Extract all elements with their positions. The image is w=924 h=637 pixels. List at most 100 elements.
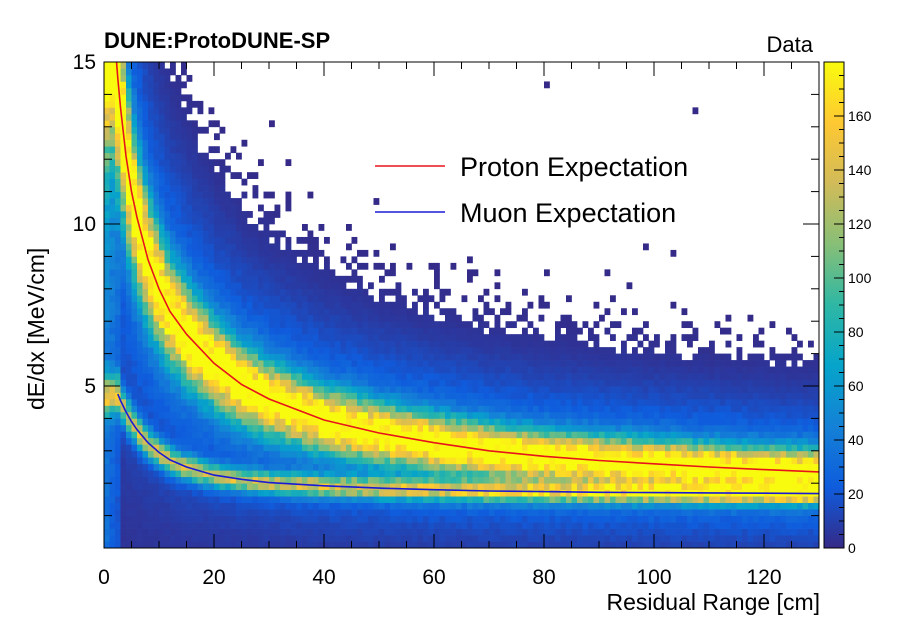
heatmap-cell [571,405,578,413]
heatmap-cell [159,483,165,491]
heatmap-cell [109,463,116,471]
heatmap-cell [131,496,138,503]
heatmap-cell [632,515,638,523]
heatmap-cell [208,535,215,542]
heatmap-cell [219,204,226,212]
heatmap-cell [560,340,567,348]
heatmap-cell [643,509,649,516]
heatmap-cell [533,496,539,503]
heatmap-cell [538,444,545,452]
heatmap-cell [159,191,165,199]
heatmap-cell [467,535,473,542]
heatmap-cell [560,411,567,419]
heatmap-cell [120,224,127,231]
heatmap-cell [170,489,176,497]
heatmap-cell [637,450,644,458]
heatmap-cell [527,347,534,354]
heatmap-cell [197,185,204,192]
heatmap-cell [142,522,149,529]
heatmap-cell [236,334,242,341]
heatmap-cell [181,308,187,316]
heatmap-cell [643,450,649,458]
heatmap-cell [214,172,220,179]
heatmap-cell [346,535,352,542]
heatmap-cell [115,256,121,264]
heatmap-cell [230,457,237,465]
heatmap-cell [115,100,121,108]
heatmap-cell [461,463,468,471]
heatmap-cell [164,185,171,192]
heatmap-cell [131,463,138,471]
heatmap-cell [230,515,237,523]
heatmap-cell [241,334,248,341]
heatmap-cell [208,437,215,445]
heatmap-cell [126,120,132,128]
heatmap-cell [274,275,281,283]
heatmap-cell [302,509,308,516]
heatmap-cell [654,463,660,471]
heatmap-cell [582,431,589,439]
heatmap-cell [219,353,226,361]
heatmap-cell [632,334,638,341]
heatmap-cell [241,515,248,523]
heatmap-cell [115,198,121,205]
heatmap-cell [307,496,314,503]
heatmap-cell [241,308,248,316]
heatmap-cell [230,398,237,406]
heatmap-cell [346,418,352,426]
heatmap-cell [120,230,127,238]
heatmap-cell [120,191,127,199]
heatmap-cell [467,411,473,419]
heatmap-cell [434,437,440,445]
heatmap-cell [461,360,468,367]
heatmap-cell [533,366,539,374]
heatmap-cell [681,535,688,542]
heatmap-cell [247,275,253,283]
heatmap-cell [357,522,363,529]
heatmap-cell [549,509,556,516]
heatmap-cell [445,405,451,413]
heatmap-cell [439,528,446,536]
heatmap-cell [659,509,666,516]
heatmap-cell [549,476,556,484]
heatmap-cell [439,360,446,367]
heatmap-cell [384,360,391,367]
heatmap-cell [439,424,446,432]
heatmap-cell [269,398,275,406]
heatmap-cell [494,541,501,548]
heatmap-cell [681,405,688,413]
heatmap-cell [313,398,319,406]
heatmap-cell [137,152,143,160]
heatmap-cell [137,87,143,95]
heatmap-cell [236,308,242,316]
heatmap-cell [241,275,248,283]
heatmap-cell [214,398,220,406]
heatmap-cell [313,327,319,335]
heatmap-cell [225,373,231,380]
heatmap-cell [632,541,638,548]
heatmap-cell [522,366,528,374]
heatmap-cell [159,431,165,439]
heatmap-cell [148,269,154,277]
heatmap-cell [511,470,517,478]
heatmap-cell [175,159,182,167]
heatmap-cell [494,502,501,510]
heatmap-cell [203,541,209,548]
heatmap-cell [324,334,330,341]
heatmap-cell [670,515,677,523]
heatmap-cell [307,288,314,296]
heatmap-cell [142,301,149,309]
heatmap-cell [692,424,699,432]
heatmap-cell [351,275,358,283]
heatmap-cell [219,528,226,536]
heatmap-cell [318,528,325,536]
heatmap-cell [164,68,171,76]
heatmap-cell [142,366,149,374]
heatmap-cell [362,470,369,478]
heatmap-cell [560,347,567,354]
heatmap-cell [698,509,704,516]
heatmap-cell [175,450,182,458]
heatmap-cell [241,295,248,303]
heatmap-cell [159,120,165,128]
heatmap-cell [186,360,193,367]
